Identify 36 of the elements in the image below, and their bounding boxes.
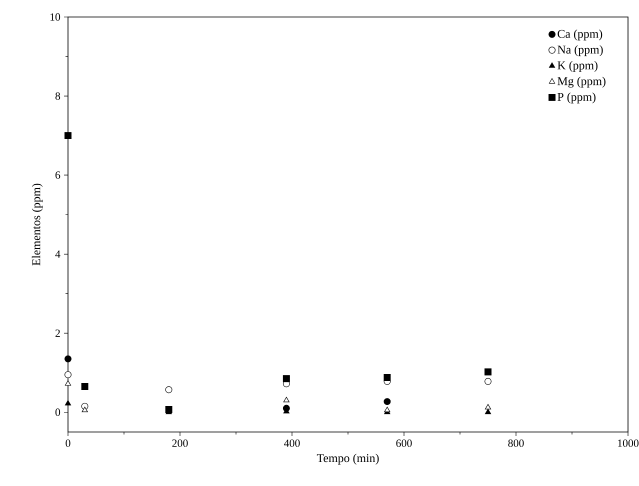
legend-label: Ca (ppm) xyxy=(558,29,602,40)
point xyxy=(64,132,72,140)
point xyxy=(64,400,72,406)
x-tick-label: 200 xyxy=(172,440,188,447)
point xyxy=(484,368,492,376)
point xyxy=(484,408,492,414)
x-tick-label: 600 xyxy=(396,440,412,447)
y-axis-title: Elementos (ppm) xyxy=(32,184,43,266)
x-tick-label: 800 xyxy=(508,440,524,447)
point xyxy=(484,378,492,385)
x-tick-label: 1000 xyxy=(618,440,639,447)
point xyxy=(165,406,172,413)
y-tick-label: 10 xyxy=(50,13,60,21)
legend-label: K (ppm) xyxy=(558,61,598,72)
legend-label: P (ppm) xyxy=(558,92,596,104)
y-tick-label: 6 xyxy=(55,171,60,179)
x-axis-title: Tempo (min) xyxy=(316,454,379,465)
point xyxy=(283,396,290,402)
legend-label: Mg (ppm) xyxy=(558,76,606,88)
point xyxy=(165,386,172,394)
point xyxy=(64,380,72,386)
y-tick-label: 8 xyxy=(55,92,60,100)
point xyxy=(282,375,290,382)
point xyxy=(64,355,72,362)
point xyxy=(64,371,72,378)
point xyxy=(384,398,391,406)
point xyxy=(81,383,88,390)
y-tick-label: 0 xyxy=(55,408,60,416)
y-tick-label: 4 xyxy=(55,250,60,258)
x-tick-label: 0 xyxy=(66,440,70,447)
point xyxy=(82,406,88,412)
point xyxy=(384,374,391,381)
point xyxy=(484,404,492,410)
legend-label: Na (ppm) xyxy=(558,45,603,56)
y-tick-label: 2 xyxy=(56,330,60,337)
x-tick-label: 400 xyxy=(284,440,300,447)
